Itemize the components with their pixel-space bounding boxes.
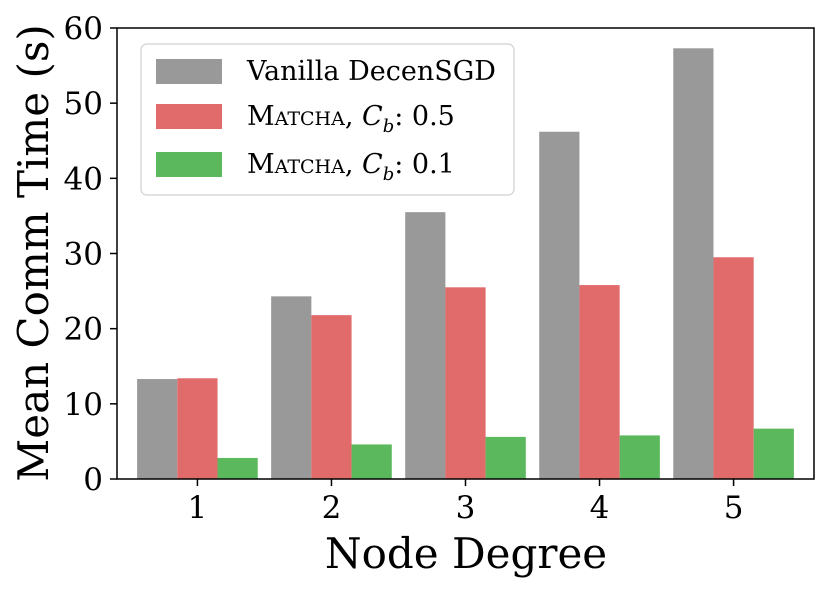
bar-series2-4 — [619, 435, 660, 479]
x-tick-label: 4 — [590, 490, 610, 526]
legend: Vanilla DecenSGD Matcha, Cb: 0.5 Matcha,… — [140, 43, 515, 196]
bar-series0-5 — [673, 48, 714, 480]
bar-series1-2 — [311, 315, 352, 479]
y-tick-label: 50 — [64, 86, 103, 122]
bar-series2-5 — [753, 428, 794, 479]
legend-label-vanilla: Vanilla DecenSGD — [246, 56, 496, 87]
x-axis-label: Node Degree — [325, 529, 607, 578]
x-axis-ticks: 1 2 3 4 5 — [188, 479, 744, 526]
bar-series1-5 — [713, 257, 754, 479]
bar-series1-1 — [177, 378, 218, 479]
bar-series2-3 — [485, 436, 526, 479]
bar-series0-2 — [271, 296, 312, 479]
y-axis-ticks: 0 10 20 30 40 50 60 — [64, 11, 117, 498]
bar-series1-4 — [579, 285, 620, 479]
legend-name: Matcha — [247, 149, 345, 180]
legend-swatch-vanilla — [156, 59, 222, 84]
legend-name: Matcha — [247, 101, 345, 132]
bars-group — [137, 48, 794, 480]
y-tick-label: 10 — [64, 387, 103, 423]
legend-param-symbol: C — [362, 149, 383, 180]
y-tick-label: 20 — [64, 312, 103, 348]
y-tick-label: 60 — [64, 11, 103, 47]
legend-param-value: 0.1 — [412, 149, 455, 180]
bar-series1-3 — [445, 287, 486, 479]
legend-label-matcha-01: Matcha, Cb: 0.1 — [247, 149, 455, 185]
legend-swatch-matcha-01 — [156, 152, 222, 177]
x-tick-label: 5 — [724, 490, 744, 526]
bar-series0-1 — [137, 379, 178, 479]
legend-label-matcha-05: Matcha, Cb: 0.5 — [247, 101, 455, 137]
y-axis-label: Mean Comm Time (s) — [9, 24, 58, 482]
bar-series0-4 — [539, 131, 580, 480]
y-tick-label: 0 — [83, 462, 103, 498]
x-tick-label: 3 — [456, 490, 476, 526]
y-tick-label: 30 — [64, 237, 103, 273]
legend-param-symbol: C — [362, 101, 383, 132]
legend-param-subscript: b — [383, 164, 395, 185]
legend-swatch-matcha-05 — [156, 104, 222, 129]
bar-series2-2 — [351, 444, 392, 479]
x-tick-label: 1 — [188, 490, 208, 526]
x-tick-label: 2 — [322, 490, 342, 526]
bar-series0-3 — [405, 212, 446, 480]
legend-frame — [140, 43, 515, 196]
bar-series2-1 — [217, 457, 258, 479]
legend-param-subscript: b — [383, 116, 395, 137]
legend-param-value: 0.5 — [412, 101, 455, 132]
y-tick-label: 40 — [64, 161, 103, 197]
